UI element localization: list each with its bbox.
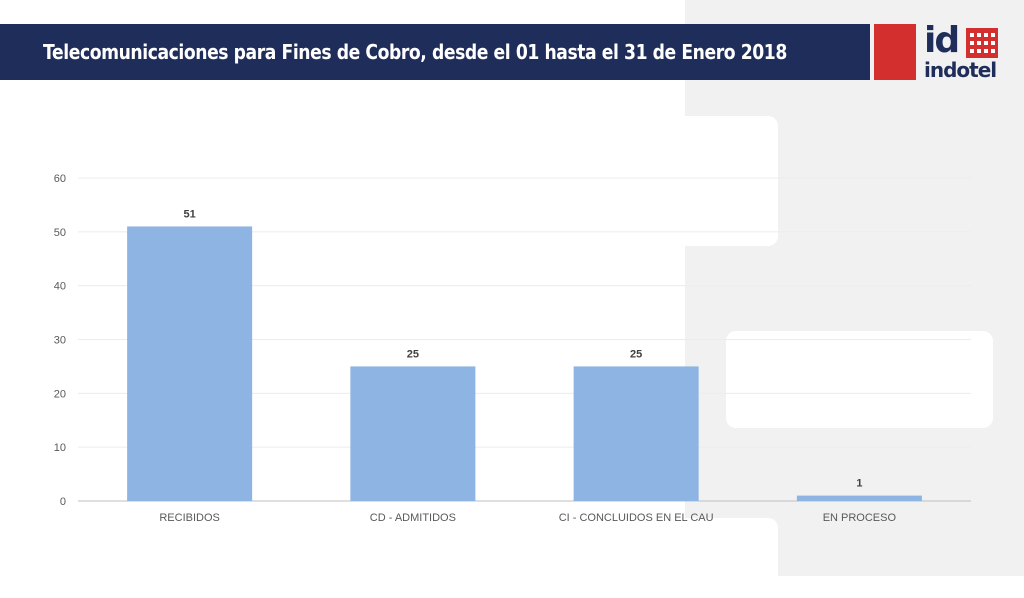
title-bar: Telecomunicaciones para Fines de Cobro, … [0,24,870,80]
y-tick-label: 10 [54,442,66,454]
background-card [726,331,993,428]
bar [796,495,922,501]
bar [573,366,699,501]
data-label: 1 [856,478,862,490]
data-label: 51 [184,208,196,220]
bar [350,366,476,501]
data-label: 25 [630,348,642,360]
x-tick-label: CI - CONCLUIDOS EN EL CAU [559,512,714,524]
logo-grid-icon [966,28,998,58]
indotel-logo: id indotel [874,20,1004,82]
x-tick-label: RECIBIDOS [159,512,220,524]
bar [127,226,253,501]
y-tick-label: 60 [54,173,66,185]
data-label: 25 [407,348,419,360]
y-tick-label: 30 [54,335,66,347]
background-panel [685,0,1024,576]
bar-chart: 0 10 20 30 40 50 60 51 RECIBIDOS 25 CD - ADMITIDOS… [54,173,971,524]
background-card [560,116,778,246]
x-tick-label: EN PROCESO [823,512,897,524]
logo-mark: id [924,20,960,61]
y-tick-label: 20 [54,388,66,400]
y-tick-label: 40 [54,281,66,293]
page-title: Telecomunicaciones para Fines de Cobro, … [43,40,787,64]
logo-wordmark: indotel [924,58,997,82]
y-tick-label: 0 [60,496,66,508]
x-tick-label: CD - ADMITIDOS [370,512,456,524]
y-tick-label: 50 [54,227,66,239]
logo-red-block [874,24,916,80]
